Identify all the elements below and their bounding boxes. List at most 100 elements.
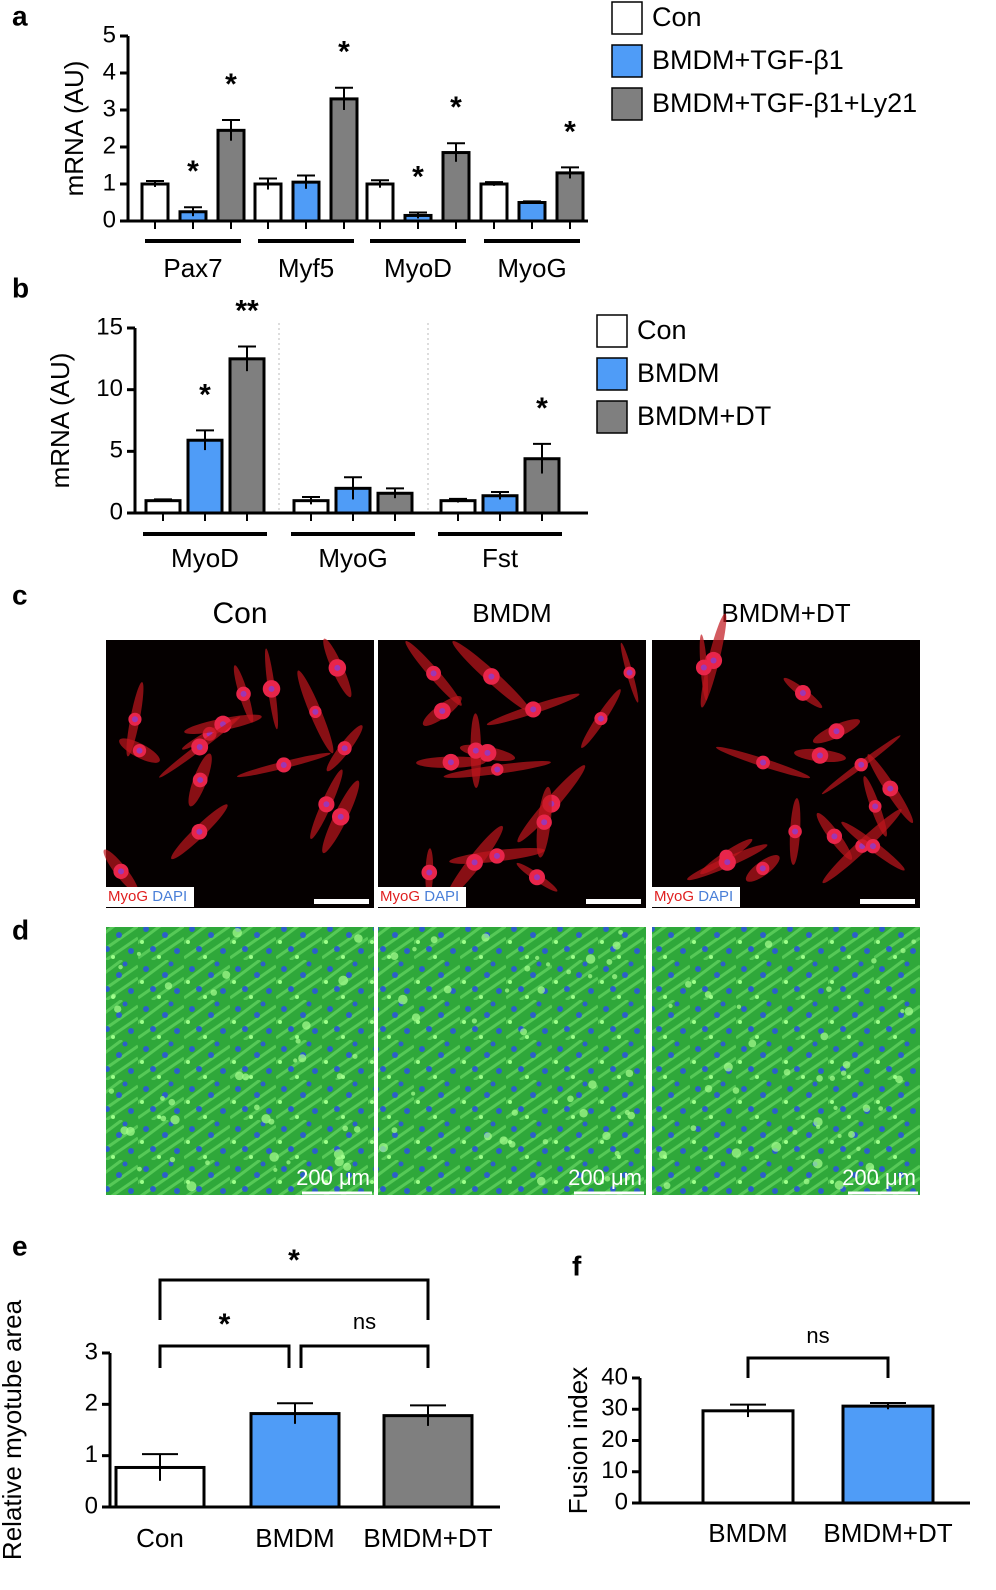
x-tick-label: BMDM [255,1523,334,1553]
y-tick-label: 30 [601,1395,628,1422]
green-speck [114,1005,122,1013]
green-speck [612,941,621,950]
green-speck [803,1178,810,1185]
green-speck [443,985,452,994]
nucleus-dapi [493,852,500,859]
nucleus-dapi [484,749,491,756]
significance-label: * [564,115,576,148]
image-title: BMDM+DT [721,598,850,628]
y-tick-label: 0 [110,498,123,525]
y-tick-label: 10 [601,1457,628,1484]
green-speck [108,1088,115,1094]
green-speck [430,936,438,944]
green-speck [606,958,613,965]
significance-label: * [450,91,462,124]
micrograph-red [378,640,646,908]
panel-letter: d [12,914,29,945]
legend-label: BMDM [637,358,720,388]
y-tick-label: 3 [103,95,116,122]
green-speck [585,954,596,964]
y-tick-label: 0 [615,1488,628,1515]
nucleus-dapi [197,776,204,783]
green-speck [232,928,242,938]
legend-swatch [611,1,643,35]
panel-letter: f [572,1250,582,1281]
green-speck [668,1003,673,1008]
significance-bracket [299,1344,430,1368]
bar [841,1404,935,1505]
nucleus-dapi [337,813,344,820]
x-tick-label: BMDM+DT [823,1518,952,1548]
y-tick-label: 0 [85,1492,98,1519]
green-speck [542,1138,549,1145]
green-speck [856,1146,861,1152]
scale-bar [586,899,641,904]
green-speck [471,1018,477,1024]
nucleus-dapi [118,868,125,875]
nucleus-dapi [724,859,731,866]
nucleus-dapi [196,743,203,750]
green-speck [508,1141,516,1148]
green-speck [731,1148,742,1158]
green-speck [567,1095,574,1103]
x-tick-label: MyoD [384,253,452,283]
green-speck [816,1075,823,1082]
green-speck [269,1152,279,1162]
green-speck [125,1126,135,1136]
green-speck [186,1181,197,1192]
nucleus-dapi [869,843,876,850]
green-speck [286,1160,291,1165]
scale-bar [860,899,915,904]
nucleus-dapi [494,766,501,773]
image-title: Con [212,597,267,630]
nucleus-dapi [541,819,548,826]
green-speck [338,975,349,986]
micrograph-green [652,927,920,1195]
x-tick-label: BMDM+DT [363,1523,492,1553]
green-speck [627,1111,636,1120]
legend-label: BMDM+TGF-β1 [652,45,844,75]
green-speck [336,1073,343,1080]
green-speck [878,1106,884,1111]
stain-dapi: DAPI [424,888,459,905]
green-speck [587,973,593,979]
y-axis-label: Relative myotube area [0,1299,27,1560]
bar [701,1409,795,1505]
stain-myog: MyoG [654,888,694,905]
green-speck [704,991,712,998]
green-speck [833,1105,838,1111]
green-speck [342,1125,349,1132]
scale-label: 200 μm [296,1165,370,1190]
bar [144,499,182,515]
legend-label: BMDM+TGF-β1+Ly21 [652,88,917,118]
bar [140,182,170,223]
green-speck [566,969,572,975]
green-speck [111,993,116,999]
green-speck [704,1085,713,1093]
nucleus-dapi [799,689,806,696]
significance-label: * [187,155,199,188]
green-speck [545,962,551,967]
x-tick-label: MyoD [171,543,239,573]
panel-letter: e [12,1230,28,1261]
micrograph-green [378,927,646,1195]
bar [228,357,266,515]
bar [555,171,585,223]
y-tick-label: 2 [103,132,116,159]
stain-label-bg [378,887,466,907]
legend-swatch [611,44,643,78]
significance-label: ns [806,1323,829,1348]
green-speck [483,1132,492,1141]
significance-label: * [225,68,237,101]
significance-label: ns [353,1309,376,1334]
green-speck [579,1109,588,1118]
green-speck [537,986,545,994]
nucleus-dapi [472,747,479,754]
nucleus-dapi [341,745,348,752]
bar [329,97,359,223]
green-speck [900,948,906,954]
nucleus-dapi [816,752,823,759]
green-speck [826,986,832,992]
green-speck [816,1124,821,1130]
green-speck [254,1104,260,1111]
